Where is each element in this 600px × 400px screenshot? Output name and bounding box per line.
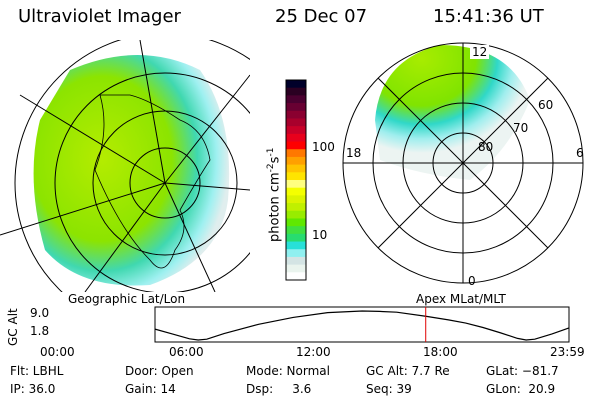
colorbar-band — [286, 149, 306, 158]
colorbar-band — [286, 241, 306, 250]
y-tick-min: 1.8 — [30, 324, 50, 338]
colorbar-band — [286, 210, 306, 219]
plot-frame — [154, 306, 570, 343]
mlt-label-6: 6 — [576, 146, 584, 160]
instrument-title: Ultraviolet Imager — [18, 6, 181, 27]
colorbar-band — [286, 80, 306, 89]
dsp-status: Dsp: 3.6 — [246, 382, 312, 396]
gain-status: Gain: 14 — [125, 382, 176, 396]
mlt-label-18: 18 — [346, 146, 362, 160]
colorbar-frame — [285, 79, 307, 281]
colorbar-band — [286, 126, 306, 135]
colorbar-exp1: -2 — [266, 163, 276, 173]
mlt-label-12: 12 — [470, 45, 490, 59]
colorbar-band — [286, 87, 306, 96]
colorbar-band — [286, 195, 306, 204]
colorbar-band — [286, 172, 306, 181]
x-tick-1200: 12:00 — [296, 345, 331, 359]
x-tick-1800: 18:00 — [423, 345, 458, 359]
x-tick-2359: 23:59 — [550, 345, 585, 359]
colorbar-band — [286, 180, 306, 189]
colorbar-label: photon cm-2s-1 — [266, 148, 282, 242]
colorbar-band — [286, 95, 306, 104]
colorbar-band — [286, 118, 306, 127]
emission-image-left — [33, 55, 230, 286]
colorbar-unit2: s — [267, 156, 283, 164]
y-axis-label: GC Alt — [6, 308, 20, 346]
y-tick-max: 9.0 — [30, 306, 50, 320]
colorbar-band — [286, 164, 306, 173]
colorbar-band — [286, 264, 306, 273]
door-status: Door: Open — [125, 364, 194, 378]
colorbar-band — [286, 141, 306, 150]
emission-image-right — [375, 45, 530, 180]
x-tick-0000: 00:00 — [40, 345, 75, 359]
mlt-label-0: 0 — [468, 274, 476, 288]
lat-label-80: 80 — [478, 140, 494, 154]
glat-status: GLat: −81.7 — [486, 364, 559, 378]
glon-status: GLon: 20.9 — [486, 382, 556, 396]
lat-label-70: 70 — [513, 121, 529, 135]
seq-status: Seq: 39 — [366, 382, 412, 396]
colorbar — [285, 79, 307, 281]
colorbar-band — [286, 203, 306, 212]
colorbar-band — [286, 218, 306, 227]
gc-alt-series — [154, 310, 570, 341]
colorbar-band — [286, 256, 306, 266]
gc-alt-status: GC Alt: 7.7 Re — [366, 364, 450, 378]
colorbar-band — [286, 133, 306, 143]
colorbar-label-text: photon cm — [267, 172, 283, 242]
filter-status: Flt: LBHL — [10, 364, 64, 378]
colorbar-band — [286, 110, 306, 119]
colorbar-exp2: -1 — [266, 147, 276, 157]
antarctica-coastline — [94, 94, 211, 269]
colorbar-band — [286, 187, 306, 196]
colorbar-tick-100: 100 — [312, 140, 335, 154]
date-label: 25 Dec 07 — [275, 6, 368, 27]
colorbar-tick-10: 10 — [312, 228, 328, 242]
mode-status: Mode: Normal — [246, 364, 330, 378]
x-tick-0600: 06:00 — [169, 345, 204, 359]
left-map-caption: Geographic Lat/Lon — [68, 292, 186, 306]
colorbar-band — [286, 249, 306, 258]
ip-status: IP: 36.0 — [10, 382, 56, 396]
magnetic-polar-plot — [342, 42, 584, 284]
lat-label-60: 60 — [538, 98, 554, 112]
time-label: 15:41:36 UT — [433, 6, 544, 27]
colorbar-band — [286, 156, 306, 166]
geographic-map — [0, 40, 250, 292]
colorbar-band — [286, 272, 306, 281]
colorbar-band — [286, 233, 306, 243]
right-map-caption: Apex MLat/MLT — [416, 292, 506, 306]
colorbar-band — [286, 226, 306, 235]
gc-alt-plot — [154, 306, 570, 343]
colorbar-band — [286, 103, 306, 112]
